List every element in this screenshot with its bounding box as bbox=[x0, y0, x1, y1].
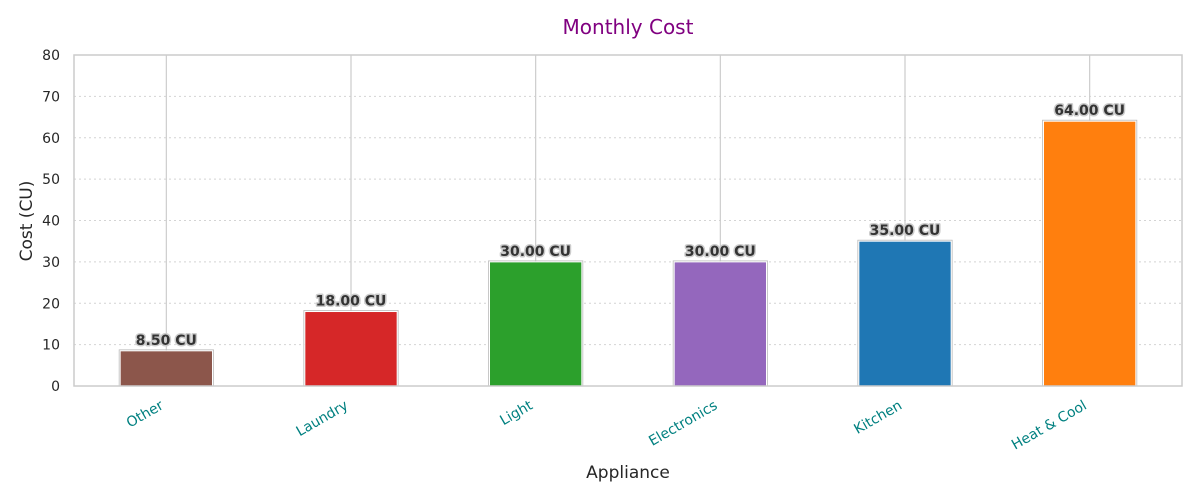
y-tick-label: 20 bbox=[42, 296, 60, 312]
bar-laundry bbox=[304, 311, 398, 387]
x-axis-ticks: Other Laundry Light Electronics Kitchen Heat … bbox=[124, 397, 1090, 453]
data-label: 18.00 CU bbox=[316, 294, 387, 310]
x-tick-label: Light bbox=[497, 397, 536, 429]
bar-light bbox=[489, 261, 583, 387]
y-tick-label: 50 bbox=[42, 172, 60, 188]
x-tick-label: Kitchen bbox=[851, 398, 905, 438]
x-tick-label: Heat & Cool bbox=[1009, 398, 1090, 454]
x-axis-label: Appliance bbox=[586, 463, 670, 483]
x-tick-label: Laundry bbox=[294, 398, 351, 440]
bar-electronics bbox=[673, 261, 768, 387]
y-axis-label: Cost (CU) bbox=[17, 181, 37, 262]
plot-frame bbox=[73, 54, 1183, 387]
y-tick-label: 30 bbox=[42, 255, 60, 271]
x-tick-label: Electronics bbox=[646, 398, 720, 450]
y-tick-label: 0 bbox=[51, 379, 60, 395]
y-tick-label: 60 bbox=[42, 131, 60, 147]
bars bbox=[118, 119, 1138, 387]
bar-other bbox=[119, 350, 213, 387]
y-tick-label: 40 bbox=[42, 214, 60, 230]
data-label: 8.50 CU bbox=[136, 333, 197, 349]
bar-kitchen bbox=[858, 240, 952, 387]
data-label: 64.00 CU bbox=[1054, 103, 1125, 119]
x-tick-label: Other bbox=[124, 397, 167, 431]
data-labels: 8.50 CU 18.00 CU 30.00 CU 30.00 CU 35.00 CU 6… bbox=[134, 102, 1126, 351]
gridlines bbox=[74, 55, 1182, 386]
data-label: 35.00 CU bbox=[870, 223, 941, 239]
data-label: 30.00 CU bbox=[685, 244, 756, 260]
y-tick-label: 70 bbox=[42, 89, 60, 105]
data-label: 30.00 CU bbox=[500, 244, 571, 260]
y-axis-ticks: 0 10 20 30 40 50 60 70 80 bbox=[42, 48, 60, 395]
y-tick-label: 10 bbox=[42, 338, 60, 354]
y-tick-label: 80 bbox=[42, 48, 60, 64]
chart-title: Monthly Cost bbox=[563, 15, 694, 39]
bar-heat-cool bbox=[1043, 120, 1137, 387]
